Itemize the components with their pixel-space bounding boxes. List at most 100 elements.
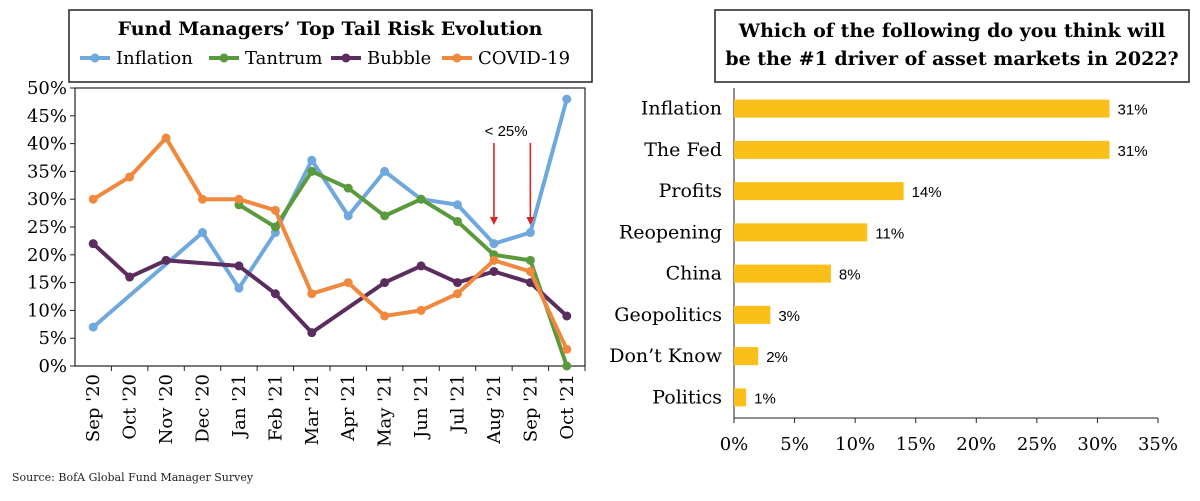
x-tick-label: Dec '20 [193,374,214,443]
bar-chart: Which of the following do you think will… [609,9,1190,455]
data-point-bubble [380,278,390,288]
category-label: Profits [659,180,722,202]
x-tick-label: 0% [720,434,749,455]
data-label: 2% [766,349,788,366]
category-label: Reopening [619,221,722,243]
data-point-tantrum [270,222,280,232]
legend-marker-inflation [90,53,100,63]
y-tick-label: 0% [38,356,67,377]
y-tick-label: 30% [27,189,67,210]
x-tick-label: 30% [1077,434,1117,455]
data-point-tantrum [562,361,572,371]
y-tick-label: 40% [27,134,67,155]
x-tick-label: May '21 [375,374,396,447]
x-tick-label: Aug '21 [484,374,505,445]
data-label: 11% [875,225,904,242]
y-tick-label: 35% [27,161,67,182]
data-point-inflation [453,200,462,210]
data-point-covid-19 [198,194,207,204]
category-label: Inflation [641,98,722,120]
y-tick-label: 45% [27,106,67,127]
x-tick-label: Jun '21 [411,374,432,440]
x-tick-label: Jul '21 [448,374,469,434]
data-point-inflation [343,211,353,221]
x-tick-label: 35% [1138,434,1178,455]
legend-marker-covid-19 [452,53,462,63]
data-label: 31% [1118,143,1148,160]
chart-title-line-1: Which of the following do you think will [738,20,1166,42]
chart-title: Fund Managers’ Top Tail Risk Evolution [118,18,543,40]
data-point-bubble [234,261,244,271]
data-label: 1% [754,390,776,407]
data-point-tantrum [380,211,390,221]
legend-label-bubble: Bubble [367,48,431,69]
data-point-covid-19 [380,311,390,321]
y-tick-label: 20% [27,245,67,266]
legend-marker-tantrum [219,53,229,63]
x-tick-label: Apr '21 [338,374,359,442]
legend-label-covid-19: COVID-19 [478,48,570,69]
x-tick-label: Sep '20 [83,374,104,442]
series-line-tantrum [237,169,569,367]
data-label: 14% [912,184,942,201]
series-line-bubble [91,242,569,335]
data-point-inflation [198,228,207,238]
data-point-tantrum [453,216,462,226]
bar [734,182,904,201]
bar [734,264,831,283]
x-tick-label: Oct '21 [557,374,578,440]
data-point-covid-19 [234,194,244,204]
data-label: 3% [778,308,800,325]
data-label: 8% [839,267,861,284]
line-chart: Fund Managers’ Top Tail Risk Evolution In… [27,9,593,447]
data-point-covid-19 [270,205,280,215]
x-tick-label: Feb '21 [265,374,286,441]
x-tick-label: Nov '20 [156,374,177,444]
data-point-tantrum [343,183,353,193]
data-point-bubble [88,239,98,249]
data-point-tantrum [525,255,535,265]
category-label: The Fed [644,139,722,161]
data-point-inflation [234,283,244,293]
x-tick-label: Oct '20 [120,374,141,440]
series-line-inflation [91,98,569,329]
data-point-bubble [307,328,317,338]
x-tick-label: 20% [956,434,996,455]
y-tick-label: 5% [38,328,67,349]
bar [734,388,747,407]
y-tick-label: 50% [27,78,67,99]
y-tick-label: 25% [27,217,67,238]
data-point-bubble [125,272,135,282]
category-label: China [666,263,722,285]
series-line-covid-19 [92,136,569,351]
legend-marker-bubble [341,53,351,63]
chart-title-line-2: be the #1 driver of asset markets in 202… [725,48,1178,70]
data-label: 31% [1118,102,1148,119]
data-point-covid-19 [453,289,462,299]
x-tick-label: 25% [1017,434,1057,455]
data-point-covid-19 [489,255,499,265]
data-point-covid-19 [125,172,135,182]
legend-label-inflation: Inflation [116,48,193,69]
data-point-inflation [525,228,535,238]
data-point-covid-19 [562,344,572,354]
data-point-covid-19 [88,194,98,204]
title-box [714,9,1190,83]
bar [734,305,771,324]
data-point-inflation [489,239,499,249]
x-tick-label: 5% [780,434,809,455]
x-tick-label: 10% [835,434,875,455]
data-point-inflation [562,94,572,104]
data-point-tantrum [307,166,317,176]
data-point-bubble [416,261,426,271]
bar [734,223,868,242]
data-point-bubble [489,266,499,276]
data-point-covid-19 [343,278,353,288]
data-point-covid-19 [161,133,171,143]
data-point-bubble [562,311,572,321]
x-tick-label: Sep '21 [520,374,541,442]
title-box [68,9,593,83]
data-point-bubble [453,278,462,288]
annotation-label: < 25% [485,123,528,140]
